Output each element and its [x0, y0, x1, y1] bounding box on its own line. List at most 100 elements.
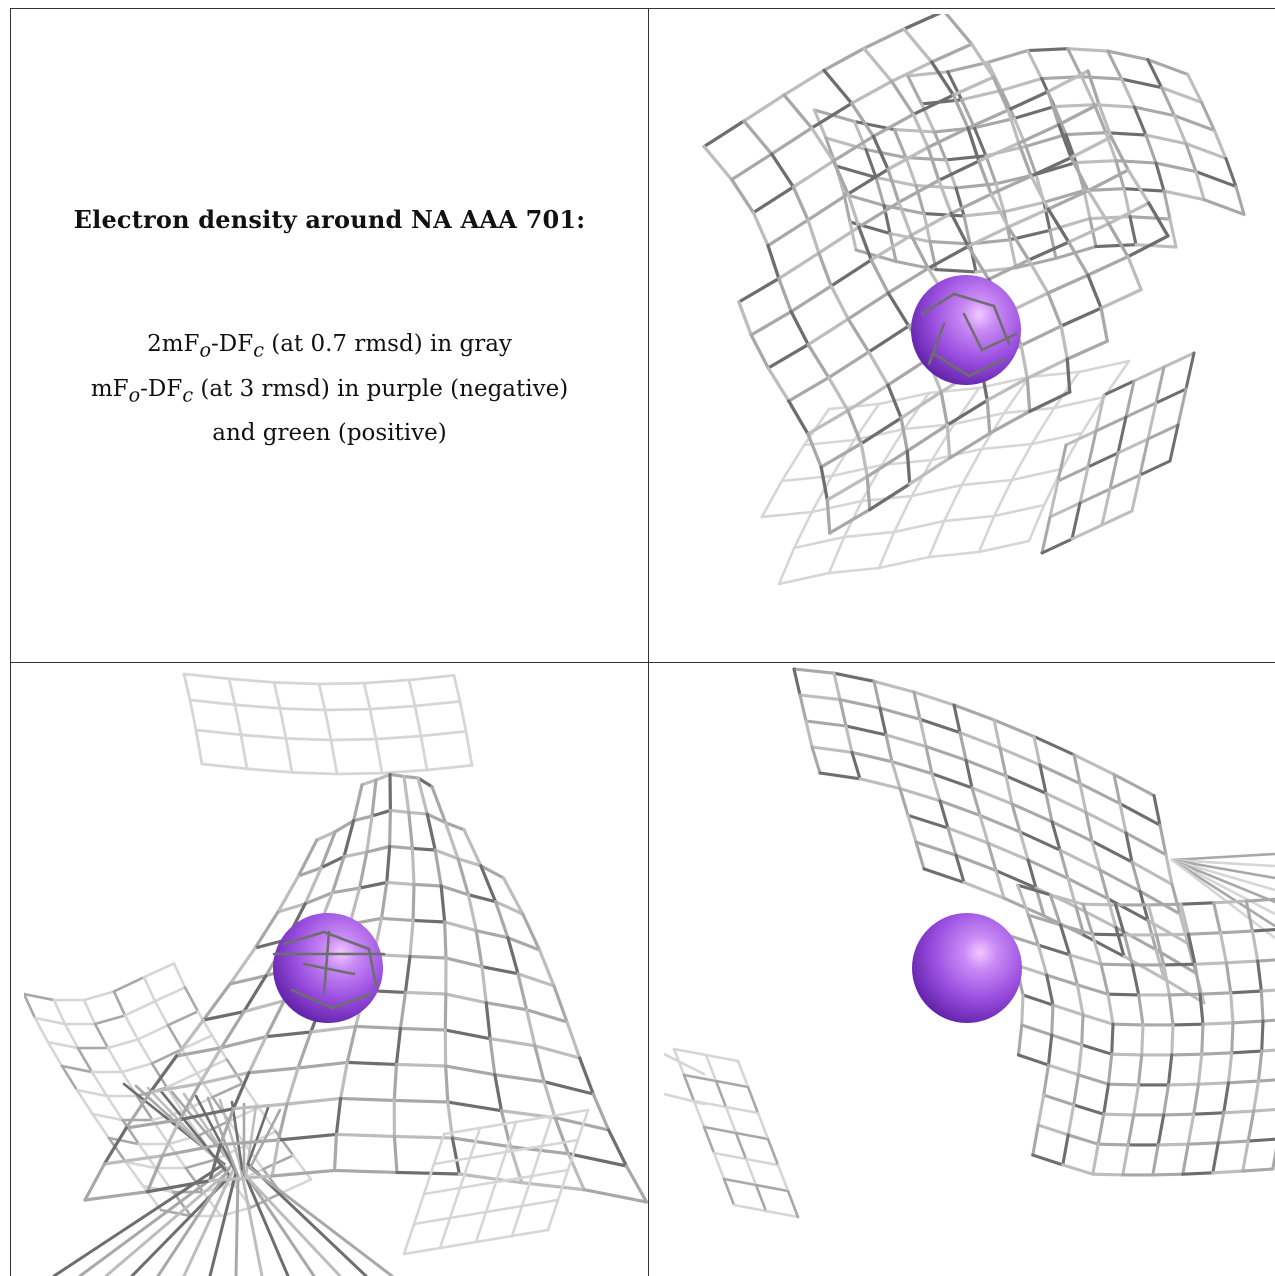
mesh-strand	[1144, 133, 1158, 165]
mesh-strand	[1100, 487, 1112, 527]
mesh-strand	[1025, 376, 1032, 414]
mesh-strand	[1222, 1081, 1231, 1115]
mesh-strand	[533, 1044, 546, 1084]
mesh-strand	[1064, 131, 1108, 137]
mesh-strand	[944, 14, 974, 46]
mesh-strand	[394, 1026, 403, 1067]
mesh-strand	[1154, 161, 1198, 174]
mesh-strand	[339, 1060, 349, 1101]
mesh-strand	[1104, 131, 1148, 137]
mesh-strand	[1256, 1049, 1264, 1083]
mesh-strand	[1130, 860, 1142, 893]
mesh-strand	[402, 1222, 416, 1256]
mesh-strand	[1166, 1053, 1174, 1087]
caption-line2-rest: (at 3 rmsd) in purple (negative)	[193, 375, 569, 402]
mesh-strand	[241, 1082, 261, 1109]
mesh-strand	[992, 718, 1036, 739]
mesh-strand	[932, 130, 948, 162]
mesh-strand	[1212, 899, 1248, 905]
mesh-strand	[944, 154, 988, 162]
mesh-strand	[1194, 170, 1206, 202]
mesh-strand	[1094, 243, 1138, 249]
mesh-strand	[1017, 141, 1033, 178]
mesh-strand	[850, 79, 894, 105]
mesh-strand	[1072, 753, 1082, 786]
mesh-strand	[664, 1092, 706, 1106]
mesh-strand	[1170, 852, 1275, 862]
mesh-strand	[468, 1126, 482, 1160]
caption-line2-prefix: mF	[90, 375, 129, 402]
mesh-strand	[909, 211, 953, 237]
mesh-strand	[777, 251, 821, 281]
mesh-strand	[443, 1028, 492, 1041]
mesh-strand	[419, 730, 468, 738]
mesh-strand	[1120, 77, 1164, 90]
mesh-strand	[989, 174, 1033, 196]
mesh-strand	[520, 1181, 586, 1192]
mesh-strand	[1162, 963, 1171, 997]
mesh-strand	[927, 386, 981, 395]
mesh-strand	[818, 771, 862, 781]
mesh-strand	[1010, 802, 1054, 824]
mesh-strand	[1000, 76, 1044, 92]
mesh-strand	[398, 990, 408, 1031]
mesh-strand	[1020, 993, 1025, 1027]
mesh-strand	[830, 463, 884, 478]
mesh-strand	[946, 60, 990, 74]
mesh-strand	[994, 869, 1006, 900]
mesh-strand	[1057, 102, 1101, 127]
caption-description: 2mFo-DFc (at 0.7 rmsd) in gray mFo-DFc (…	[11, 325, 648, 452]
mesh-strand	[315, 830, 337, 842]
mesh-strand	[443, 821, 466, 832]
mesh-strand	[1198, 991, 1233, 996]
mesh-strand	[842, 192, 886, 208]
mesh-strand	[150, 1062, 169, 1089]
mesh-strand	[196, 1010, 214, 1037]
mesh-strand	[1102, 1112, 1136, 1117]
mesh-strand	[714, 1079, 750, 1089]
mesh-strand	[1244, 897, 1275, 903]
mesh-strand	[276, 1132, 339, 1142]
caption-line1-sub2: c	[253, 338, 264, 362]
mesh-strand	[1069, 156, 1090, 193]
mesh-strand	[1152, 794, 1162, 827]
mesh-strand	[1005, 933, 1040, 947]
mesh-right-fragment	[1040, 351, 1196, 555]
mesh-strand	[466, 893, 478, 933]
mesh-strand	[102, 1154, 165, 1166]
mesh-strand	[188, 698, 198, 732]
mesh-strand	[736, 1059, 750, 1089]
mesh-strand	[345, 1060, 399, 1067]
mesh-strand	[227, 677, 276, 684]
mesh-strand	[827, 566, 881, 575]
mesh-strand	[1124, 401, 1158, 419]
mesh-strand	[124, 1090, 153, 1130]
mesh-strand	[1064, 429, 1098, 447]
mesh-strand	[877, 530, 896, 570]
mesh-strand	[234, 1174, 240, 1276]
mesh-strand	[1048, 893, 1085, 906]
mesh-strand	[992, 478, 1014, 518]
mesh-strand	[180, 1034, 214, 1051]
mesh-strand	[530, 1168, 570, 1178]
mesh-strand	[834, 164, 878, 180]
mesh-strand	[494, 1150, 508, 1184]
mesh-strand	[124, 1160, 145, 1188]
mesh-strand	[869, 258, 890, 295]
mesh-strand	[1130, 963, 1141, 997]
mesh-strand	[1097, 102, 1113, 139]
mesh-strand	[1021, 993, 1055, 1007]
mesh-strand	[296, 1030, 313, 1070]
mesh-strand	[303, 866, 323, 906]
mesh-strand	[410, 846, 416, 887]
mesh-strand	[744, 1157, 758, 1187]
mesh-strand	[1092, 103, 1136, 109]
mesh-strand	[1110, 1022, 1115, 1056]
mesh-strand	[852, 427, 906, 442]
mesh-strand	[1112, 772, 1122, 806]
mesh-strand	[576, 1108, 590, 1142]
mesh-strand	[1057, 123, 1073, 160]
mesh-strand	[502, 876, 525, 916]
mesh-strand	[1192, 1111, 1226, 1116]
mesh-strand	[1024, 144, 1038, 176]
